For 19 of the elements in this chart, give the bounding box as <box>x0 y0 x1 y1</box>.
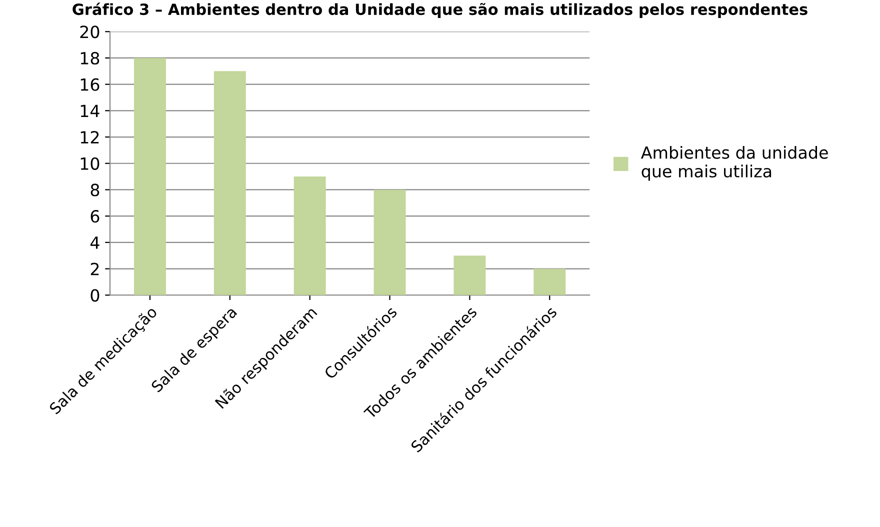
chart-title: Gráfico 3 – Ambientes dentro da Unidade que são mais utilizados pelos respondentes <box>72 2 808 18</box>
y-tick-label: 4 <box>90 236 100 249</box>
y-tick-label: 10 <box>80 157 100 170</box>
bar <box>294 176 326 296</box>
bar <box>134 58 166 296</box>
bar <box>214 71 246 296</box>
bar <box>454 256 486 296</box>
y-tick-label: 2 <box>90 262 99 276</box>
bar <box>374 190 406 296</box>
y-tick-label: 20 <box>80 26 100 38</box>
y-tick-label: 18 <box>80 52 100 65</box>
y-tick-label: 6 <box>90 210 100 223</box>
legend-label: Ambientes da unidade que mais utiliza <box>640 146 828 181</box>
bar <box>534 268 566 296</box>
y-tick-label: 8 <box>90 184 100 196</box>
y-tick-label: 0 <box>90 289 100 302</box>
y-tick-label: 14 <box>80 104 100 117</box>
y-tick-label: 16 <box>80 78 100 91</box>
y-tick-label: 12 <box>80 130 99 144</box>
